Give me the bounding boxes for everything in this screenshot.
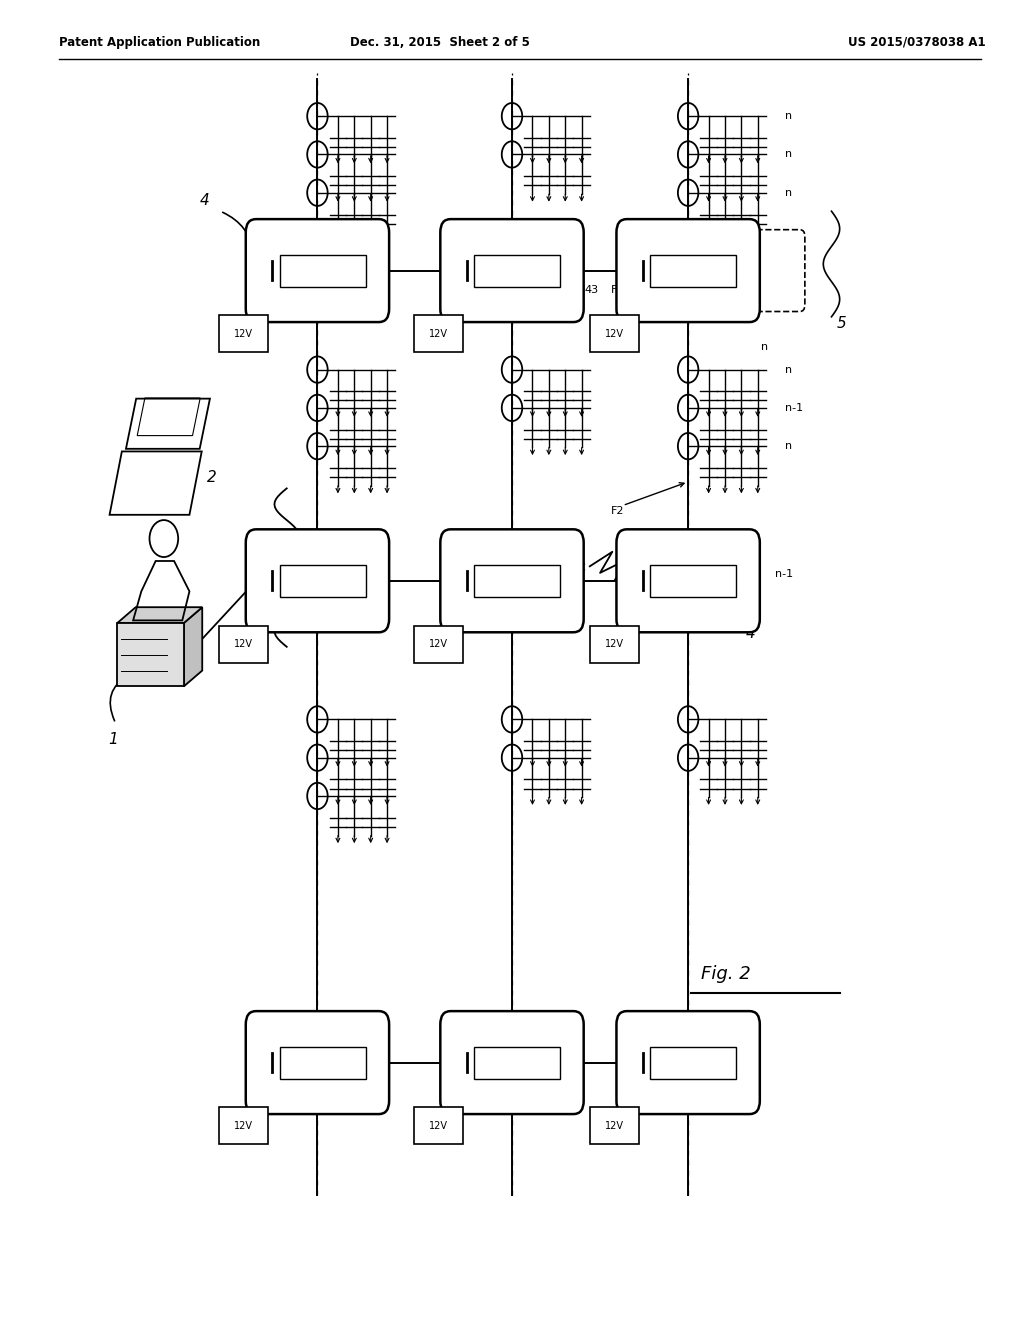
Text: n-1: n-1 bbox=[785, 403, 804, 413]
Text: n: n bbox=[785, 441, 793, 451]
Text: n-1: n-1 bbox=[775, 569, 794, 579]
Text: Patent Application Publication: Patent Application Publication bbox=[59, 36, 261, 49]
Text: 2: 2 bbox=[207, 470, 217, 486]
Text: 5: 5 bbox=[837, 315, 847, 331]
Bar bbox=[590, 1107, 639, 1144]
Text: F1: F1 bbox=[611, 285, 625, 296]
Text: Dec. 31, 2015  Sheet 2 of 5: Dec. 31, 2015 Sheet 2 of 5 bbox=[350, 36, 530, 49]
Bar bbox=[219, 1107, 268, 1144]
Text: 12V: 12V bbox=[234, 329, 253, 339]
FancyBboxPatch shape bbox=[246, 1011, 389, 1114]
Text: 12V: 12V bbox=[429, 329, 447, 339]
FancyBboxPatch shape bbox=[616, 219, 760, 322]
FancyBboxPatch shape bbox=[440, 1011, 584, 1114]
Text: n: n bbox=[785, 111, 793, 121]
FancyBboxPatch shape bbox=[616, 529, 760, 632]
Bar bbox=[650, 1047, 736, 1078]
Text: F2: F2 bbox=[611, 506, 625, 516]
Text: n: n bbox=[785, 364, 793, 375]
Text: 43: 43 bbox=[585, 285, 599, 296]
Bar bbox=[414, 315, 463, 352]
Bar bbox=[590, 315, 639, 352]
Bar bbox=[280, 565, 366, 597]
Text: 12V: 12V bbox=[605, 1121, 624, 1131]
Text: 4: 4 bbox=[745, 626, 756, 642]
FancyBboxPatch shape bbox=[246, 529, 389, 632]
Text: 50: 50 bbox=[785, 290, 800, 301]
Bar bbox=[650, 565, 736, 597]
Bar bbox=[590, 626, 639, 663]
Text: 12V: 12V bbox=[429, 639, 447, 649]
Text: Fig. 2: Fig. 2 bbox=[701, 965, 752, 983]
Bar bbox=[474, 1047, 560, 1078]
Bar bbox=[280, 255, 366, 286]
Text: n: n bbox=[762, 342, 768, 352]
Bar bbox=[474, 565, 560, 597]
Bar bbox=[650, 255, 736, 286]
Polygon shape bbox=[184, 607, 202, 686]
Bar bbox=[414, 626, 463, 663]
Text: 1: 1 bbox=[108, 731, 118, 747]
FancyBboxPatch shape bbox=[246, 219, 389, 322]
Bar bbox=[219, 315, 268, 352]
Text: n: n bbox=[785, 187, 793, 198]
FancyBboxPatch shape bbox=[440, 219, 584, 322]
Bar bbox=[219, 626, 268, 663]
Text: n: n bbox=[785, 149, 793, 160]
Text: 4: 4 bbox=[200, 193, 210, 209]
Bar bbox=[280, 1047, 366, 1078]
Bar bbox=[414, 1107, 463, 1144]
FancyBboxPatch shape bbox=[440, 529, 584, 632]
Text: C: C bbox=[577, 562, 585, 573]
Bar bbox=[474, 255, 560, 286]
Text: 12V: 12V bbox=[429, 1121, 447, 1131]
Text: 12V: 12V bbox=[234, 639, 253, 649]
Polygon shape bbox=[117, 607, 202, 623]
FancyBboxPatch shape bbox=[616, 1011, 760, 1114]
Bar bbox=[117, 623, 184, 686]
Text: US 2015/0378038 A1: US 2015/0378038 A1 bbox=[848, 36, 985, 49]
FancyBboxPatch shape bbox=[725, 230, 805, 312]
Text: 12V: 12V bbox=[605, 329, 624, 339]
Text: 12V: 12V bbox=[605, 639, 624, 649]
Text: 12V: 12V bbox=[234, 1121, 253, 1131]
